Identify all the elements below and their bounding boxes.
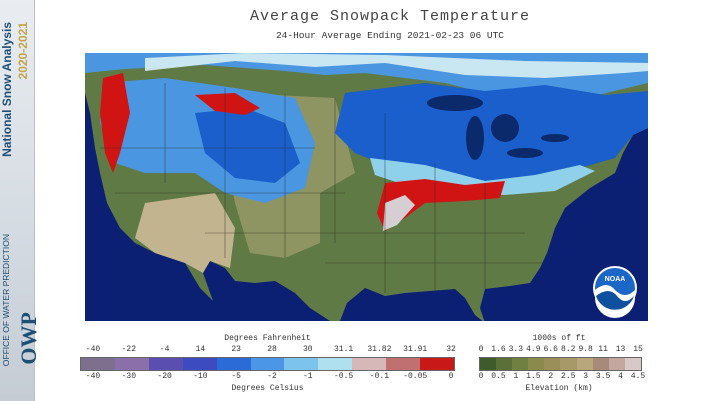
lake-superior (427, 95, 483, 111)
temp-f-tick: 14 (195, 345, 206, 354)
temp-f-tick: 31.91 (403, 345, 428, 354)
temp-swatch (148, 358, 183, 370)
temp-f-tick: 28 (267, 345, 277, 354)
legend-temp-colorbar (80, 357, 455, 371)
sidebar-title: National Snow Analysis (0, 22, 14, 157)
temp-swatch (182, 358, 217, 370)
elev-swatch (560, 358, 577, 370)
lake-huron (491, 114, 519, 142)
elev-km-tick: 0 (478, 372, 484, 381)
elev-ft-tick: 1.6 (491, 345, 506, 354)
elev-swatch (624, 358, 641, 370)
sidebar: National Snow Analysis 2020-2021 OFFICE … (0, 0, 41, 401)
elev-ft-tick: 3.3 (508, 345, 524, 354)
lake-ontario (541, 134, 569, 142)
sidebar-years: 2020-2021 (16, 22, 30, 80)
elev-ft-tick: 8.2 (561, 345, 576, 354)
elev-km-tick: 1.5 (526, 372, 541, 381)
elev-ft-tick: 11 (598, 345, 608, 354)
elev-ft-tick: 0 (478, 345, 484, 354)
elev-swatch (592, 358, 609, 370)
temp-swatch (284, 358, 319, 370)
temp-swatch (318, 358, 353, 370)
temp-swatch (114, 358, 149, 370)
elev-swatch (608, 358, 625, 370)
elev-km-tick: 0.5 (491, 372, 506, 381)
legend-elev-title-ft: 1000s of ft (532, 334, 586, 343)
page-title: Average Snowpack Temperature (249, 8, 531, 25)
temp-c-tick: -20 (157, 372, 172, 381)
elev-ft-tick: 6.6 (543, 345, 558, 354)
temp-swatch (386, 358, 421, 370)
elev-swatch (528, 358, 545, 370)
temp-f-tick: 31.1 (333, 345, 354, 354)
elev-ft-tick: 15 (633, 345, 643, 354)
temp-c-tick: -40 (85, 372, 101, 381)
elev-ft-tick: 9.8 (578, 345, 593, 354)
snowpack-map: NOAA (85, 53, 648, 321)
owp-subtitle: OFFICE OF WATER PREDICTION (1, 234, 11, 367)
temp-c-tick: -1 (302, 372, 313, 381)
temp-swatch (216, 358, 251, 370)
temp-c-tick: -30 (121, 372, 136, 381)
owp-abbreviation: OWP (16, 312, 41, 365)
elev-km-tick: 1 (513, 372, 519, 381)
near-zero-snow-ohio (383, 195, 415, 231)
elev-km-tick: 4.5 (630, 372, 646, 381)
warm-snow-montana (195, 93, 260, 115)
temp-f-tick: -22 (121, 345, 136, 354)
elev-km-tick: 3 (583, 372, 589, 381)
temp-c-tick: 0 (448, 372, 454, 381)
temp-swatch (420, 358, 454, 370)
lake-michigan (466, 116, 484, 160)
desert (135, 193, 235, 273)
temp-f-tick: 30 (302, 345, 313, 354)
temp-f-tick: 31.82 (367, 345, 392, 354)
temp-c-tick: -0.5 (333, 372, 354, 381)
temp-c-tick: -0.1 (369, 372, 389, 381)
elev-ft-tick: 4.9 (526, 345, 541, 354)
elev-swatch (544, 358, 561, 370)
elev-km-tick: 4 (618, 372, 623, 381)
temp-f-tick: -4 (159, 345, 170, 354)
state-borders (100, 83, 545, 293)
lake-erie (507, 148, 543, 158)
canada-light-snow (145, 53, 648, 78)
legend-temp-title-f: Degrees Fahrenheit (224, 334, 311, 343)
map-canvas: NOAA (85, 53, 648, 321)
owp-logo: OFFICE OF WATER PREDICTION OWP (0, 220, 41, 401)
warm-snow-ohio-valley (377, 179, 505, 231)
noaa-logo-text: NOAA (605, 276, 626, 283)
elev-swatch (512, 358, 529, 370)
elev-swatch (576, 358, 593, 370)
elev-swatch (496, 358, 513, 370)
cold-snow-band (335, 83, 648, 183)
temp-swatch (81, 358, 115, 370)
elev-km-tick: 2 (548, 372, 554, 381)
temp-swatch (250, 358, 285, 370)
temp-f-tick: 32 (446, 345, 456, 354)
temp-f-tick: 23 (231, 345, 241, 354)
temp-f-tick: -40 (85, 345, 101, 354)
elev-swatch (480, 358, 497, 370)
page-subtitle: 24-Hour Average Ending 2021-02-23 06 UTC (275, 30, 505, 41)
temp-c-tick: -10 (193, 372, 208, 381)
temp-c-tick: -5 (231, 372, 241, 381)
temp-c-tick: -0.05 (403, 372, 428, 381)
elev-ft-tick: 13 (615, 345, 626, 354)
legend-elev-title-km: Elevation (km) (525, 384, 593, 393)
western-cold-snow (195, 108, 300, 183)
elev-km-tick: 2.5 (561, 372, 576, 381)
temp-c-tick: -2 (267, 372, 277, 381)
elev-km-tick: 3.5 (595, 372, 611, 381)
noaa-logo (593, 266, 637, 318)
legend-temp-title-c: Degrees Celsius (231, 384, 304, 393)
legend-elev-colorbar (479, 357, 642, 371)
temp-swatch (352, 358, 387, 370)
